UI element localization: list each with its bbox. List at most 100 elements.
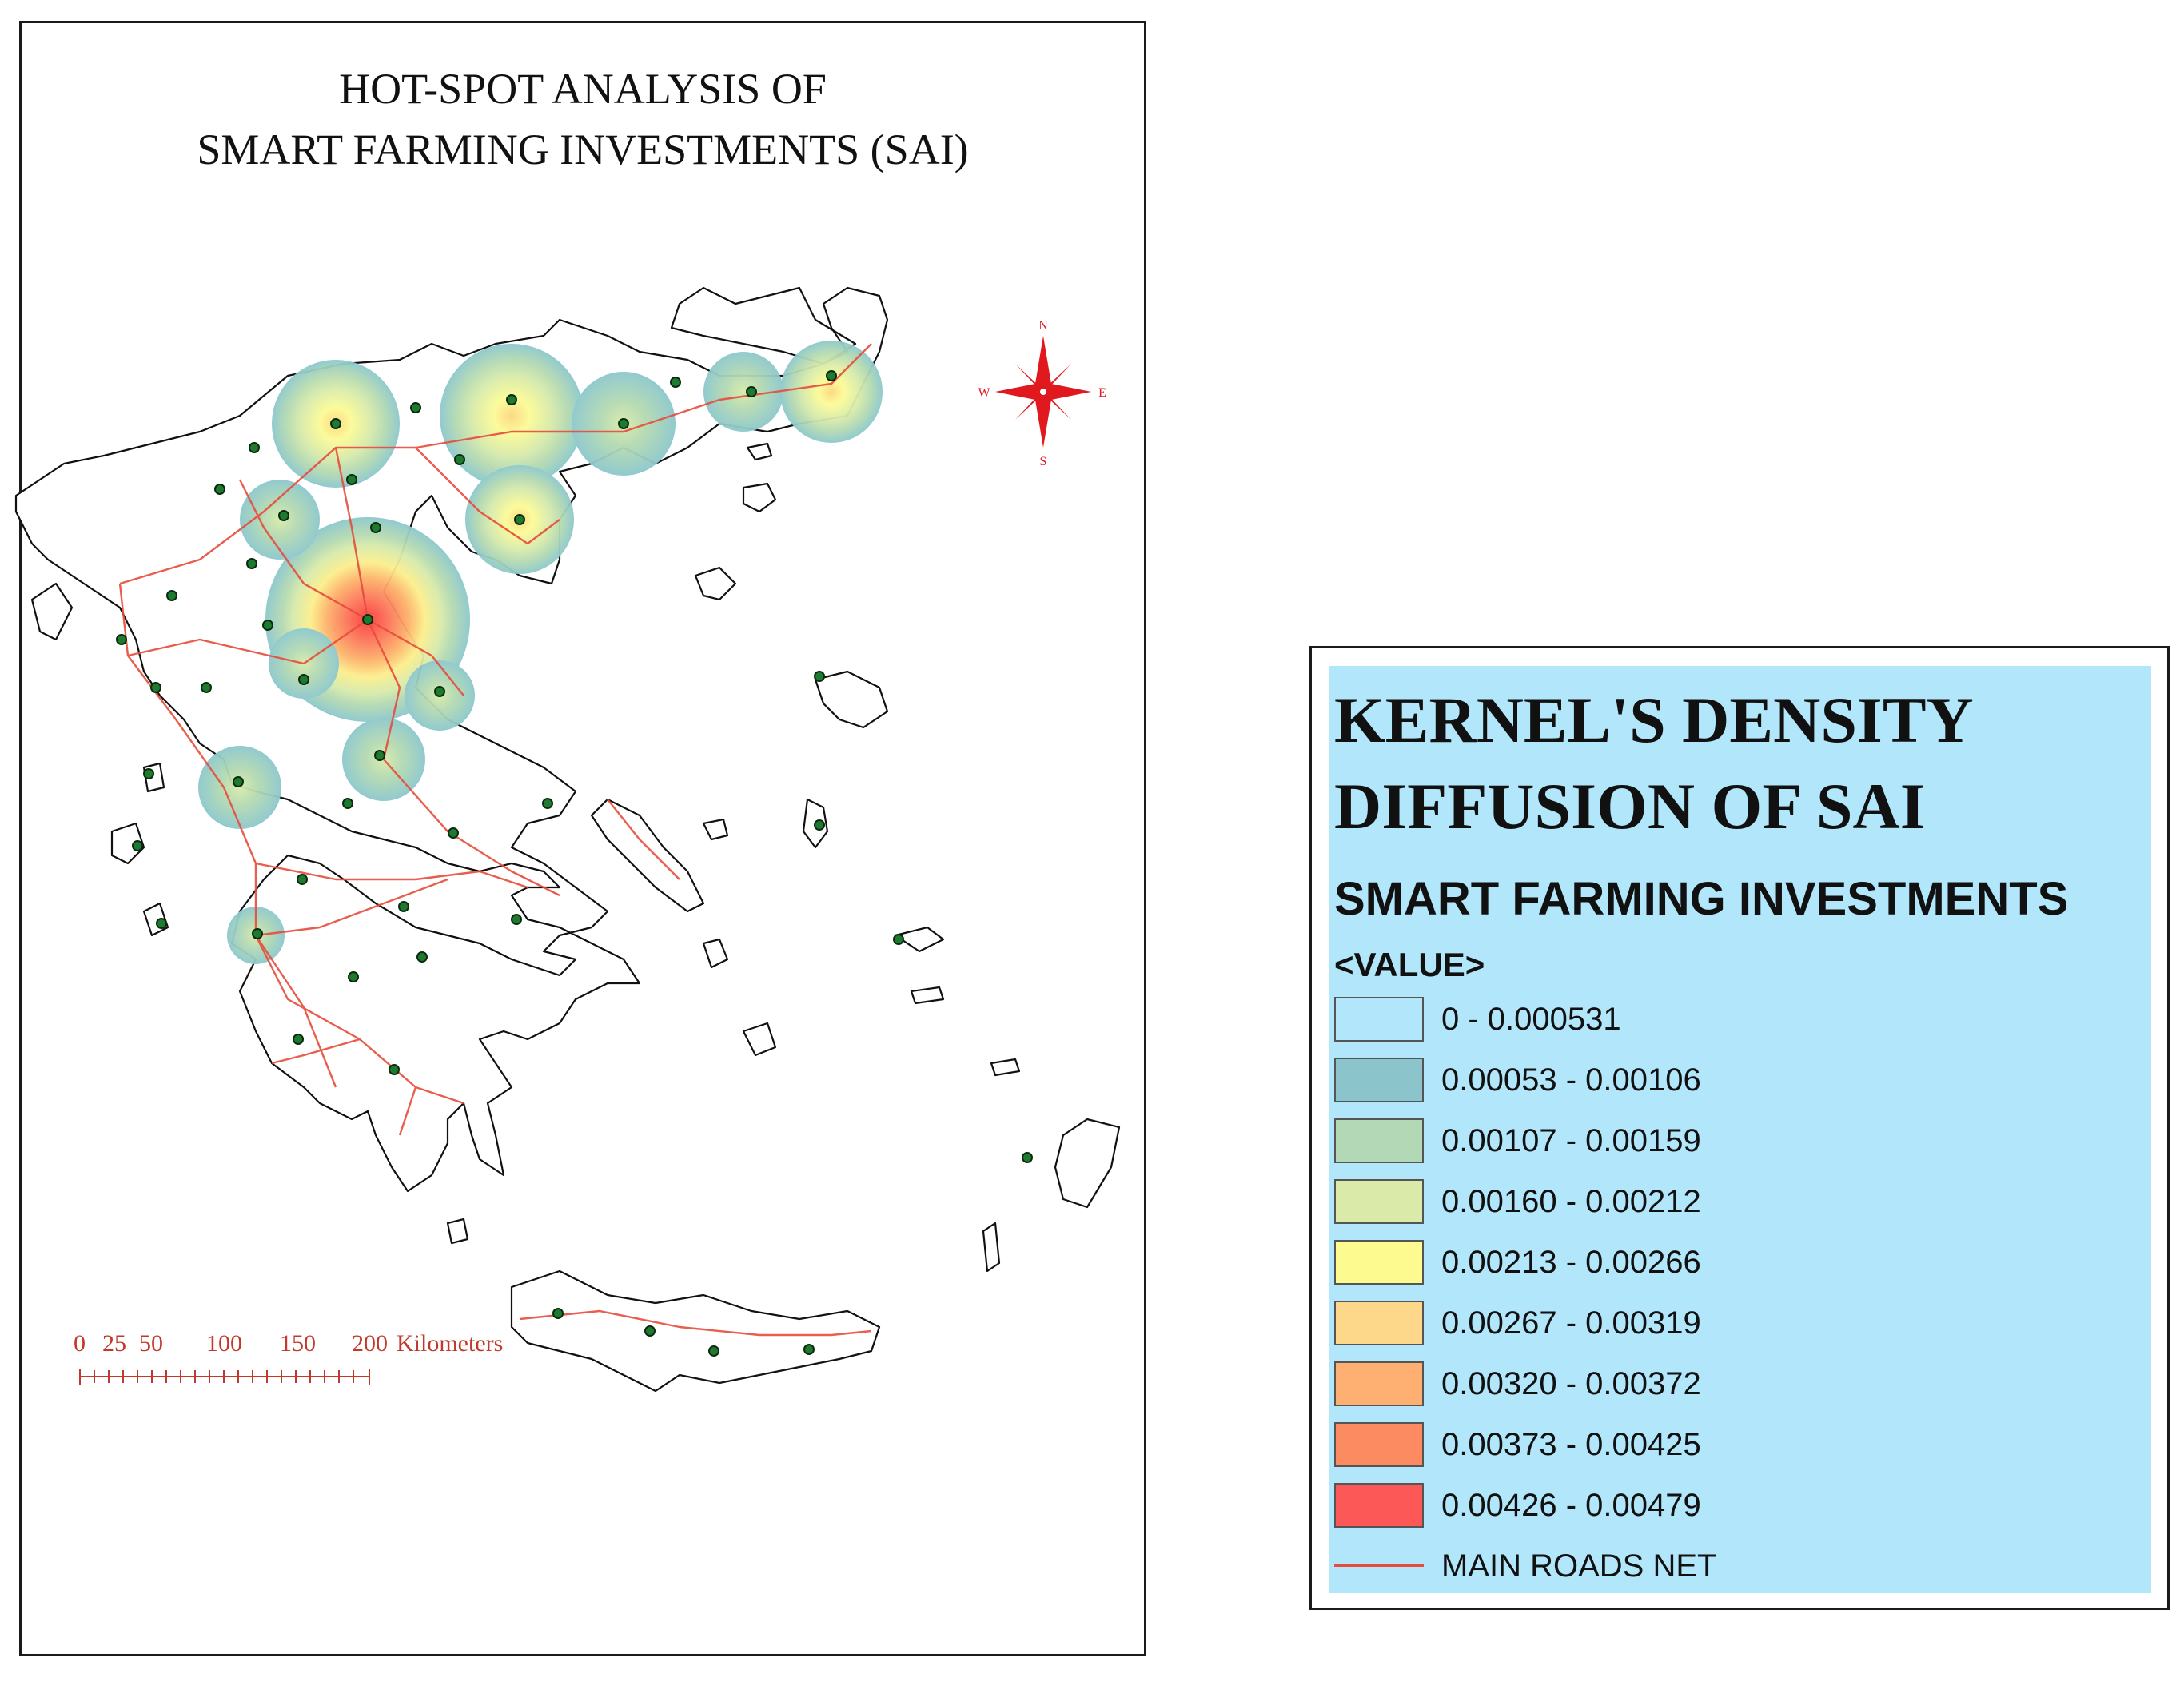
legend-swatch xyxy=(1334,1483,1424,1528)
scale-unit: Kilometers xyxy=(397,1330,504,1357)
hotspot-evros xyxy=(780,341,883,443)
map-panel: HOT-SPOT ANALYSIS OF SMART FARMING INVES… xyxy=(19,21,1146,1656)
investment-point xyxy=(143,768,154,779)
roads-layer xyxy=(118,343,872,1337)
investment-point xyxy=(249,442,260,453)
legend-swatch xyxy=(1334,1361,1424,1406)
investment-point xyxy=(362,614,373,625)
island-kos xyxy=(990,1058,1021,1077)
legend-class-label: 0.00373 - 0.00425 xyxy=(1441,1427,1701,1462)
investment-point xyxy=(410,402,421,413)
hotspot-pella xyxy=(240,480,320,560)
investment-point xyxy=(233,776,244,787)
investment-point xyxy=(416,951,428,963)
legend-class-label: 0.00053 - 0.00106 xyxy=(1441,1062,1701,1098)
hotspot-serres xyxy=(440,344,584,488)
road-chalkidiki xyxy=(415,447,560,545)
legend-title-line-1: KERNEL'S DENSITY xyxy=(1334,684,1974,756)
compass-rose-icon: N S E W xyxy=(978,319,1106,468)
road-egnatia xyxy=(119,343,872,585)
island-kythira xyxy=(446,1218,469,1245)
investment-point xyxy=(348,971,359,982)
legend-swatch xyxy=(1334,1422,1424,1467)
hotspot-aitoloakarnania xyxy=(198,746,281,829)
investment-point xyxy=(514,514,525,525)
legend-class-3: 0.00107 - 0.00159 xyxy=(1334,1118,2134,1165)
investment-point xyxy=(389,1064,400,1075)
legend-class-label: 0.00160 - 0.00212 xyxy=(1441,1184,1701,1219)
legend-class-4: 0.00160 - 0.00212 xyxy=(1334,1179,2134,1226)
legend-background: KERNEL'S DENSITY DIFFUSION OF SAI SMART … xyxy=(1329,666,2151,1593)
legend-class-6: 0.00267 - 0.00319 xyxy=(1334,1301,2134,1347)
island-andros xyxy=(702,938,729,969)
investment-point xyxy=(156,918,167,929)
crete xyxy=(510,1269,881,1393)
investment-point xyxy=(644,1325,656,1337)
legend-class-5: 0.00213 - 0.00266 xyxy=(1334,1240,2134,1286)
investment-point xyxy=(506,394,517,405)
scale-tick-50: 50 xyxy=(139,1330,163,1357)
investment-point xyxy=(434,686,445,697)
legend-swatch xyxy=(1334,1301,1424,1345)
investment-point xyxy=(297,874,308,885)
road-peloponnese-south xyxy=(271,1038,464,1105)
investment-point xyxy=(132,840,143,851)
scale-tick-0: 0 xyxy=(74,1330,86,1357)
island-kefalonia xyxy=(110,822,145,865)
investment-point xyxy=(342,798,353,809)
scale-tick-200: 200 xyxy=(352,1330,388,1357)
road-ioannina xyxy=(127,619,369,665)
investment-point xyxy=(201,682,212,693)
legend-subtitle: SMART FARMING INVESTMENTS xyxy=(1334,873,2069,925)
road-crete xyxy=(519,1309,872,1337)
scale-tick-25: 25 xyxy=(102,1330,126,1357)
legend-swatch xyxy=(1334,1058,1424,1102)
compass-south: S xyxy=(1040,455,1047,468)
legend-swatch xyxy=(1334,1240,1424,1285)
compass-north: N xyxy=(1038,319,1048,333)
investment-point xyxy=(246,558,257,569)
legend-class-7: 0.00320 - 0.00372 xyxy=(1334,1361,2134,1408)
investment-point xyxy=(150,682,161,693)
investment-point xyxy=(814,671,825,682)
investment-point xyxy=(708,1345,719,1357)
legend-swatch xyxy=(1334,997,1424,1042)
compass-east: E xyxy=(1098,386,1106,400)
investment-points-layer xyxy=(116,370,1033,1357)
investment-point xyxy=(803,1344,815,1355)
legend-roads: MAIN ROADS NET xyxy=(1334,1544,2134,1590)
investment-point xyxy=(298,674,309,685)
hotspot-xanthi xyxy=(703,352,783,432)
investment-point xyxy=(262,620,273,631)
road-euboea xyxy=(607,799,680,880)
legend-title-line-2: DIFFUSION OF SAI xyxy=(1334,770,1926,843)
investment-point xyxy=(814,819,825,831)
island-skyros xyxy=(702,818,729,841)
legend-class-label: 0.00426 - 0.00479 xyxy=(1441,1488,1701,1523)
island-lesvos xyxy=(814,670,889,729)
thrace xyxy=(670,286,857,365)
island-lemnos xyxy=(694,566,737,601)
investment-point xyxy=(542,798,553,809)
island-corfu xyxy=(30,582,74,641)
investment-point xyxy=(398,901,409,912)
legend-class-9: 0.00426 - 0.00479 xyxy=(1334,1483,2134,1529)
legend-panel: KERNEL'S DENSITY DIFFUSION OF SAI SMART … xyxy=(1309,646,2170,1610)
legend-class-label: 0 - 0.000531 xyxy=(1441,1002,1621,1037)
map-title: HOT-SPOT ANALYSIS OF SMART FARMING INVES… xyxy=(22,58,1144,180)
island-karpathos xyxy=(982,1222,1001,1273)
scale-bar xyxy=(79,1369,370,1385)
road-line-icon xyxy=(1334,1564,1424,1567)
legend-roads-label: MAIN ROADS NET xyxy=(1441,1548,1717,1584)
investment-point xyxy=(1022,1152,1033,1163)
scale-tick-100: 100 xyxy=(206,1330,242,1357)
investment-point xyxy=(252,928,263,939)
investment-point xyxy=(454,454,465,465)
legend-title: KERNEL'S DENSITY DIFFUSION OF SAI xyxy=(1334,677,1974,850)
investment-point xyxy=(448,827,459,839)
map-title-line-1: HOT-SPOT ANALYSIS OF xyxy=(339,65,827,113)
island-naxos xyxy=(742,1022,777,1057)
road-athens-thessaloniki xyxy=(334,447,560,897)
legend-class-label: 0.00267 - 0.00319 xyxy=(1441,1305,1701,1341)
